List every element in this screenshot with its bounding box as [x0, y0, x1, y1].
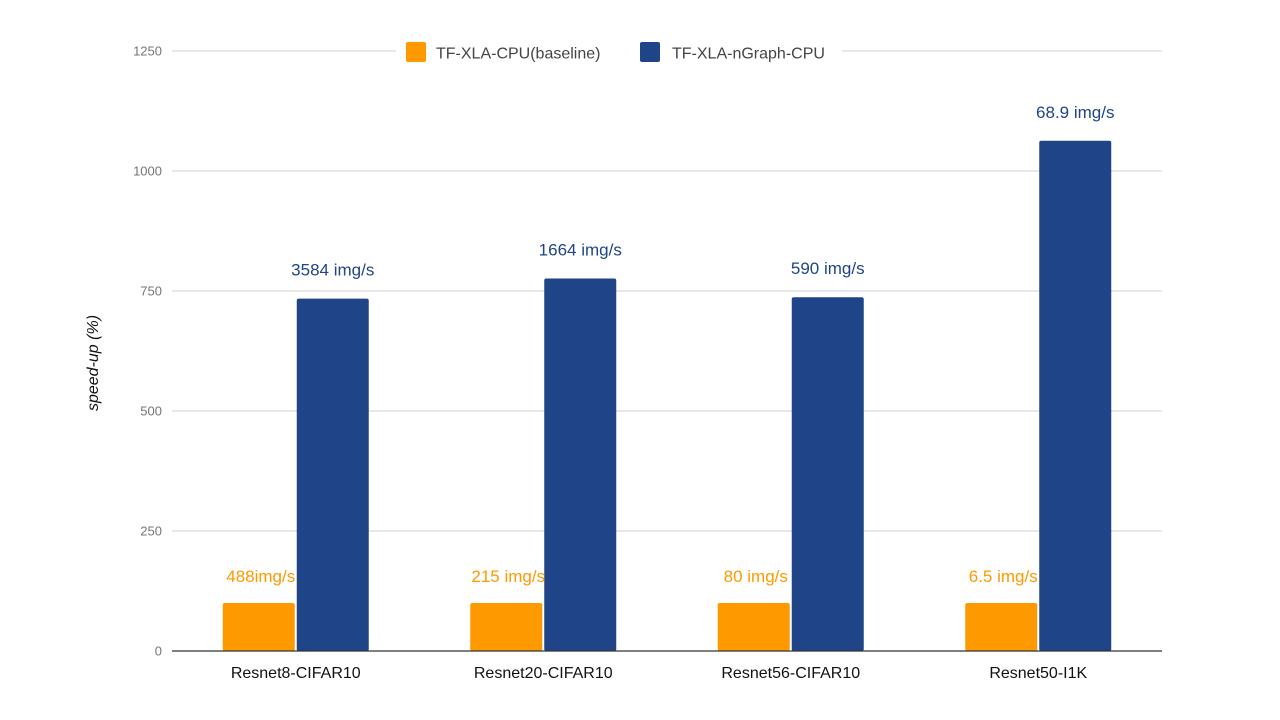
- bar-baseline: [222, 603, 295, 651]
- bar-ngraph: [296, 298, 369, 651]
- y-tick-label: 1250: [133, 44, 162, 59]
- y-tick-label: 1000: [133, 164, 162, 179]
- bars: [222, 140, 1112, 651]
- bar-ngraph: [544, 278, 617, 651]
- y-tick-label: 250: [140, 524, 162, 539]
- data-label-baseline: 6.5 img/s: [969, 567, 1038, 586]
- data-label-baseline: 488img/s: [226, 567, 295, 586]
- legend-item-baseline: TF-XLA-CPU(baseline): [406, 42, 600, 63]
- y-tick-label: 750: [140, 284, 162, 299]
- data-label-baseline: 80 img/s: [724, 567, 788, 586]
- y-axis-label: speed-up (%): [85, 315, 102, 411]
- data-label-ngraph: 1664 img/s: [539, 241, 622, 260]
- legend-background: [396, 40, 842, 66]
- bar-baseline: [470, 603, 543, 651]
- data-label-baseline: 215 img/s: [471, 567, 545, 586]
- legend-item-ngraph: TF-XLA-nGraph-CPU: [640, 42, 825, 63]
- data-label-ngraph: 590 img/s: [791, 259, 865, 278]
- bar-baseline: [717, 603, 790, 651]
- bar-baseline: [965, 603, 1038, 651]
- x-tick-label: Resnet50-I1K: [989, 665, 1087, 682]
- data-label-ngraph: 3584 img/s: [291, 261, 374, 280]
- data-label-ngraph: 68.9 img/s: [1036, 103, 1114, 122]
- axes: 0 250 500 750 1000 1250 Resnet8-CIFAR10 Resnet2…: [133, 44, 1162, 682]
- bar-ngraph: [1039, 140, 1112, 651]
- legend: TF-XLA-CPU(baseline) TF-XLA-nGraph-CPU: [396, 40, 842, 66]
- legend-label: TF-XLA-CPU(baseline): [436, 46, 600, 63]
- data-labels: 488img/s 3584 img/s 215 img/s 1664 img/s 80 …: [226, 103, 1114, 586]
- y-tick-label: 500: [140, 404, 162, 419]
- bar-ngraph: [791, 297, 864, 651]
- x-tick-label: Resnet20-CIFAR10: [474, 665, 613, 682]
- legend-swatch: [406, 42, 426, 62]
- x-tick-label: Resnet56-CIFAR10: [721, 665, 860, 682]
- y-tick-label: 0: [155, 644, 162, 659]
- x-tick-label: Resnet8-CIFAR10: [231, 665, 361, 682]
- legend-label: TF-XLA-nGraph-CPU: [672, 46, 825, 63]
- legend-swatch: [640, 42, 660, 62]
